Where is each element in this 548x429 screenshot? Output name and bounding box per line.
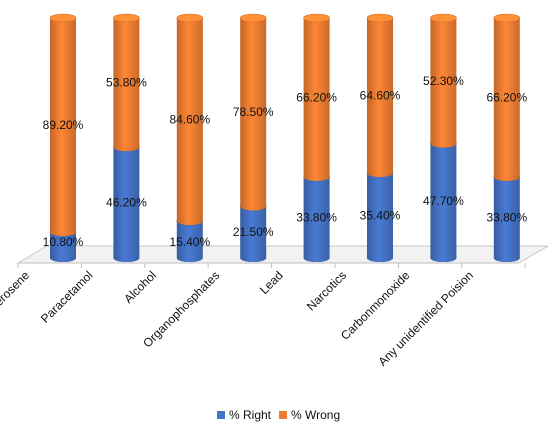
bar-segment-cap [176, 13, 204, 23]
bar-segment-body [50, 18, 76, 233]
bar-segment-curve [430, 143, 457, 148]
bar-paracetamol-right [113, 142, 140, 262]
data-label-narcotics-wrong: 64.60% [360, 89, 401, 103]
bar-segment-body [176, 221, 203, 258]
bar-segment-curve [430, 257, 457, 262]
bar-segment-body [176, 18, 203, 222]
data-label-lead-right: 33.80% [296, 210, 337, 224]
bar-narcotics-wrong [366, 13, 394, 178]
bar-segment-curve [367, 172, 393, 178]
bar-segment-cap [493, 13, 521, 23]
data-label-any-unidentified-poision-right: 33.80% [486, 210, 527, 224]
category-label-alcohol: Alcohol [121, 268, 159, 306]
data-label-paracetamol-wrong: 53.80% [106, 76, 147, 90]
bar-segment-curve [240, 205, 267, 211]
legend-swatch-wrong [279, 411, 287, 419]
bar-segment-body [493, 176, 520, 258]
data-label-carbonmonoxide-wrong: 52.30% [423, 74, 464, 88]
bar-segment-curve [493, 176, 520, 181]
bar-segment-cap [49, 13, 77, 23]
category-labels-layer: Kerosene Paracetamol AlcoholOrganophosphat… [0, 268, 476, 369]
bar-segment-body [50, 232, 76, 258]
legend-swatch-right [217, 411, 225, 419]
bar-any-unidentified-poision-wrong [493, 13, 521, 181]
bar-segment-cap [366, 13, 394, 23]
bar-segment-body [303, 18, 330, 177]
chart-floor [16, 245, 548, 268]
legend-label-wrong: % Wrong [291, 408, 340, 422]
bar-segment-cap [239, 13, 267, 23]
category-label-paracetamol: Paracetamol [38, 268, 96, 326]
bar-segment-body [113, 18, 140, 148]
category-label-narcotics: Narcotics [304, 268, 349, 313]
data-label-carbonmonoxide-right: 47.70% [423, 194, 464, 208]
bar-segment-body [493, 18, 520, 177]
bar-segment-curve [240, 257, 267, 262]
bars-layer [49, 13, 521, 262]
bar-segment-curve [50, 257, 76, 262]
data-label-alcohol-right: 15.40% [169, 235, 210, 249]
data-label-any-unidentified-poision-wrong: 66.20% [486, 90, 527, 104]
bar-segment-body [367, 18, 393, 174]
bar-lead-wrong [303, 13, 330, 181]
bar-segment-body [430, 143, 457, 258]
bar-segment-cap [303, 13, 330, 23]
bar-segment-curve [113, 146, 140, 152]
bar-segment-curve [367, 257, 393, 262]
bar-segment-cap [113, 13, 140, 23]
bar-segment-cap [430, 13, 457, 23]
data-label-alcohol-wrong: 84.60% [169, 113, 210, 127]
legend: % Right % Wrong [217, 408, 340, 422]
floor-plane [16, 245, 548, 264]
bar-segment-body [303, 176, 330, 258]
data-label-narcotics-right: 35.40% [360, 209, 401, 223]
bar-paracetamol-wrong [113, 13, 140, 152]
bar-alcohol-wrong [176, 13, 204, 226]
bar-segment-curve [303, 257, 330, 262]
data-label-paracetamol-right: 46.20% [106, 196, 147, 210]
data-label-kerosene-wrong: 89.20% [43, 118, 84, 132]
data-label-lead-wrong: 66.20% [296, 90, 337, 104]
bar-organophosphates-wrong [239, 13, 267, 211]
category-label-kerosene: Kerosene [0, 268, 32, 314]
bar-segment-body [430, 18, 457, 144]
data-label-organophosphates-wrong: 78.50% [233, 105, 274, 119]
bar-segment-curve [113, 257, 140, 262]
bar-carbonmonoxide-wrong [430, 13, 457, 148]
bar-segment-body [113, 147, 140, 258]
data-label-organophosphates-right: 21.50% [233, 225, 274, 239]
data-labels-layer: 10.80% 89.20% 46.20% 53.80% 15.40% 84.60% 21.5… [43, 74, 528, 249]
bar-segment-curve [176, 257, 203, 262]
bar-segment-curve [303, 176, 330, 181]
bar-segment-curve [50, 231, 76, 237]
bar-kerosene-wrong [49, 13, 77, 237]
bar-segment-body [240, 18, 267, 207]
legend-label-right: % Right [229, 408, 272, 422]
bar-segment-body [240, 206, 267, 258]
category-label-lead: Lead [257, 268, 286, 297]
bar-segment-curve [493, 257, 520, 262]
bar-segment-body [367, 173, 393, 258]
data-label-kerosene-right: 10.80% [43, 235, 84, 249]
bar-segment-curve [176, 220, 203, 226]
